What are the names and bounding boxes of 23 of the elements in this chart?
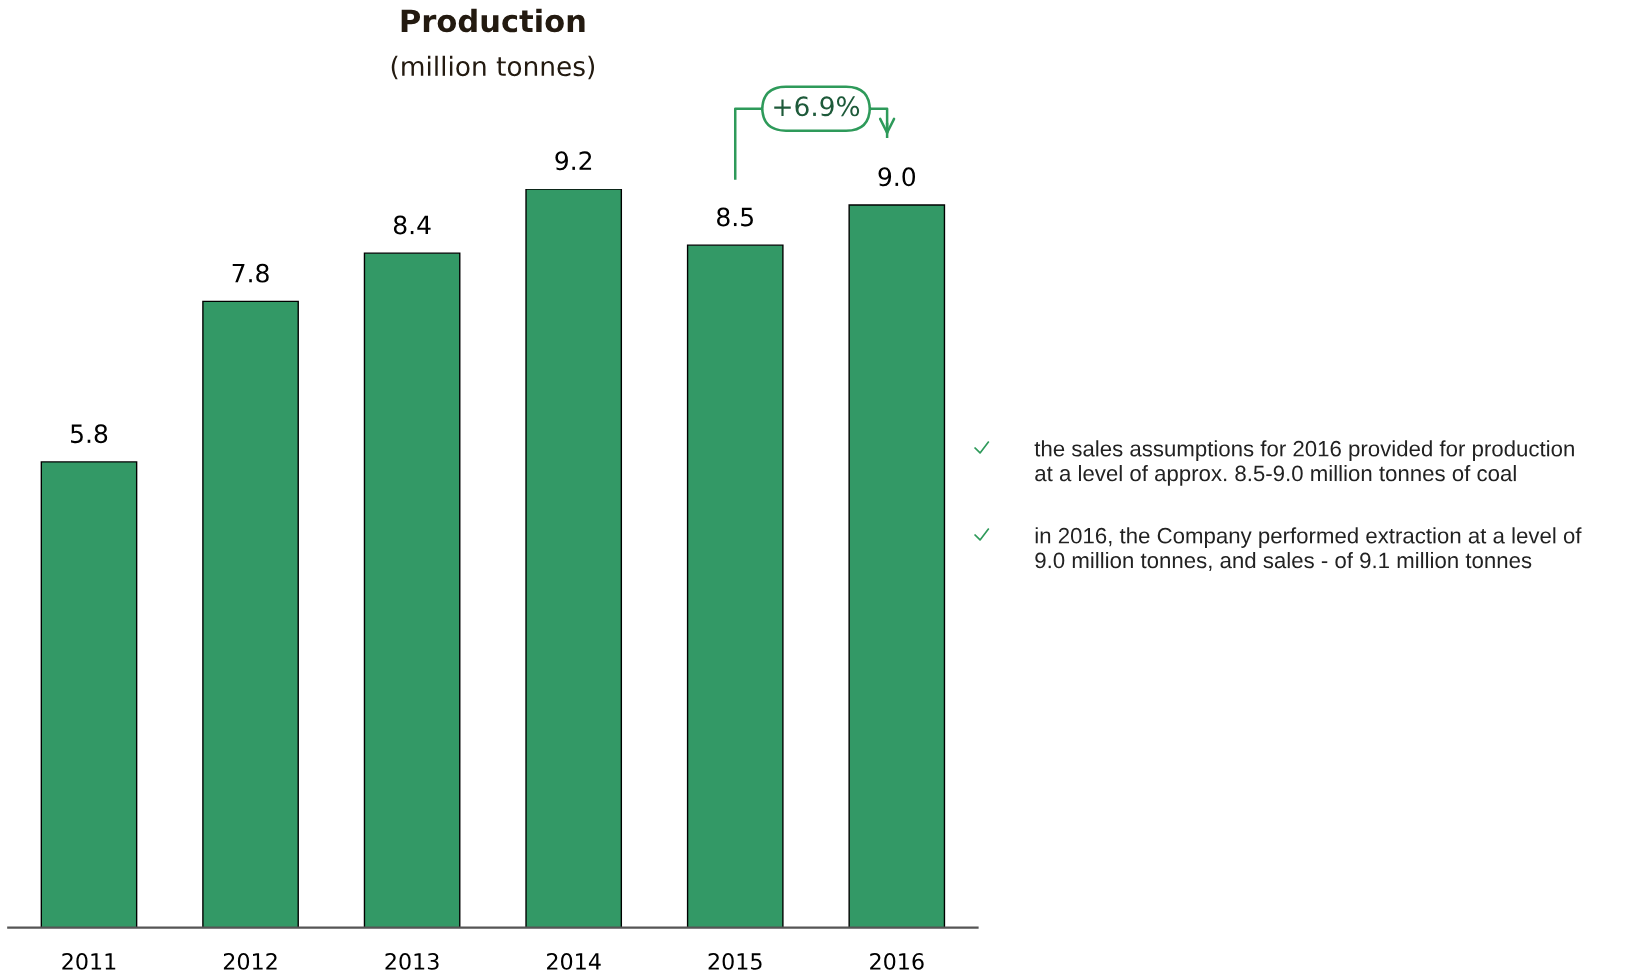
bar <box>202 300 299 928</box>
text: +6.9% <box>774 96 860 117</box>
text: in 2016, the Company performed extraction at a level of 9.0 million tonnes, and sales - of 9.1 million tonnes <box>1035 527 1582 571</box>
x-tick-label: 2012 <box>223 952 277 970</box>
x-tick-label: 2015 <box>708 952 762 970</box>
chart-subtitle: (million tonnes) <box>391 55 595 80</box>
data-label: 5.8 <box>71 424 108 444</box>
data-label: 9.2 <box>555 151 592 171</box>
x-tick-label: 2013 <box>385 952 439 970</box>
text: the sales assumptions for 2016 provided for production at a level of approx. 8.5-9.0 million tonnes of coal <box>1034 440 1574 486</box>
data-label: 9.0 <box>878 167 916 187</box>
bar <box>363 252 461 928</box>
bar <box>848 204 946 928</box>
data-label: 7.8 <box>232 263 269 283</box>
bar <box>686 244 784 928</box>
data-label: 8.4 <box>393 215 431 235</box>
bar <box>525 188 623 928</box>
bar <box>40 461 138 928</box>
data-label: 8.5 <box>717 207 753 227</box>
x-tick-label: 2016 <box>870 952 924 970</box>
x-tick-label: 2014 <box>547 952 601 970</box>
chart-title: Production <box>401 8 585 33</box>
x-tick-label: 2011 <box>62 952 116 970</box>
